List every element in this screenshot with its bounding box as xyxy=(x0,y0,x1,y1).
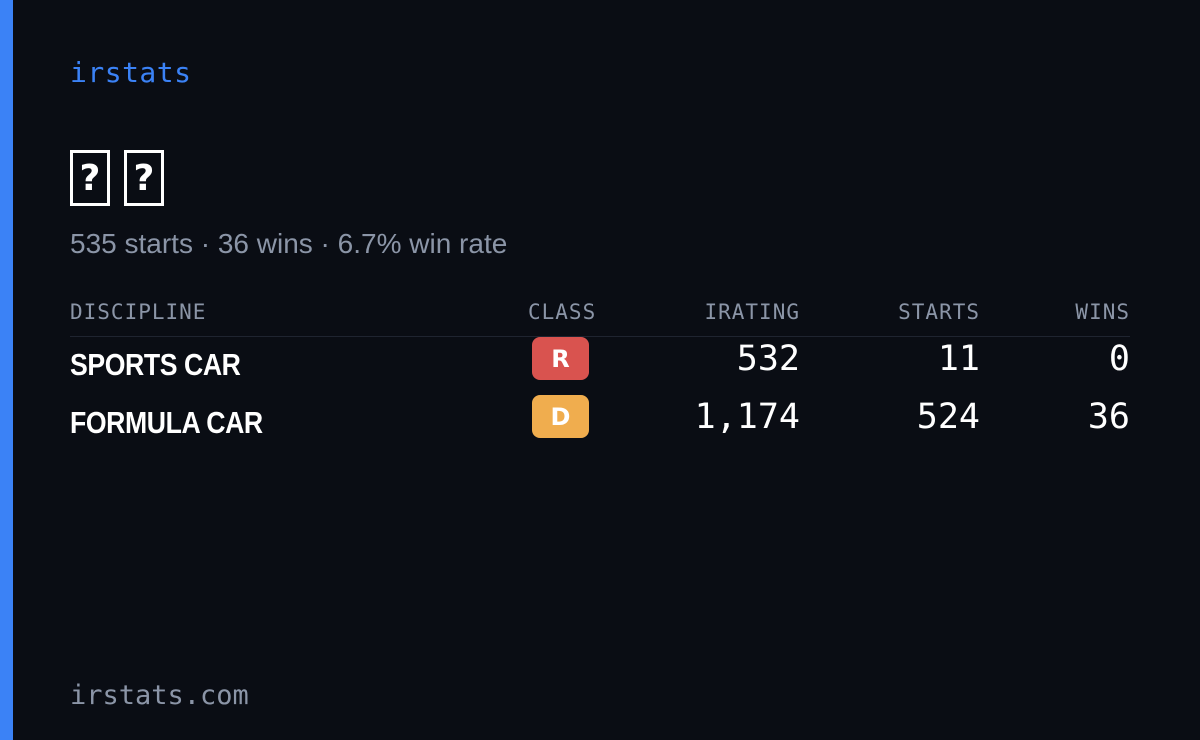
header-wins: WINS xyxy=(1075,300,1130,324)
irating-value: 532 xyxy=(736,339,800,379)
table-header: DISCIPLINE CLASS IRATING STARTS WINS xyxy=(70,296,1130,337)
discipline-name: SPORTS CAR xyxy=(70,347,241,382)
header-irating: IRATING xyxy=(704,300,800,324)
career-summary: 535 starts · 36 wins · 6.7% win rate xyxy=(70,228,508,259)
table-row: SPORTS CAR R 532 11 0 xyxy=(70,337,1130,395)
name-glyph: ? xyxy=(124,150,164,206)
player-name: ? ? xyxy=(70,150,164,212)
table-row: FORMULA CAR D 1,174 524 36 xyxy=(70,395,1130,453)
accent-bar xyxy=(0,0,13,740)
irating-value: 1,174 xyxy=(694,397,800,437)
site-url[interactable]: irstats.com xyxy=(70,680,249,711)
wins-value: 0 xyxy=(1108,339,1130,379)
wins-value: 36 xyxy=(1087,397,1130,437)
header-starts: STARTS xyxy=(898,300,980,324)
discipline-name: FORMULA CAR xyxy=(70,405,263,440)
class-badge: D xyxy=(532,395,589,438)
stats-table: DISCIPLINE CLASS IRATING STARTS WINS SPO… xyxy=(70,296,1130,453)
class-badge: R xyxy=(532,337,589,380)
header-class: CLASS xyxy=(528,300,597,324)
brand-logo[interactable]: irstats xyxy=(70,56,192,89)
name-glyph: ? xyxy=(70,150,110,206)
starts-value: 524 xyxy=(916,397,980,437)
header-discipline: DISCIPLINE xyxy=(70,300,207,324)
starts-value: 11 xyxy=(937,339,980,379)
